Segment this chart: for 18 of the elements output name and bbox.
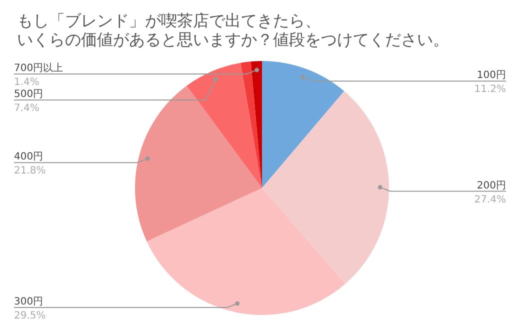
- slice-label: 300円: [14, 296, 44, 308]
- slice-label: 200円: [476, 180, 506, 192]
- data-label: 27.4%: [474, 194, 506, 206]
- data-label: 7.4%: [14, 103, 40, 114]
- pie-slice: [135, 86, 262, 242]
- pie-slice: [250, 61, 262, 188]
- data-label: 29.5%: [14, 310, 46, 322]
- pie-slice: [186, 62, 262, 188]
- pie-slice: [262, 61, 344, 188]
- slice-label: 500円: [14, 89, 44, 100]
- slice-label: 400円: [14, 152, 44, 163]
- chart-title: もし「ブレンド」が喫茶店で出てきたら、いくらの価値があると思いますか？値段をつけてください。: [17, 11, 449, 49]
- data-label: 1.4%: [14, 77, 40, 88]
- slice-label: 700円以上: [14, 62, 64, 74]
- data-label: 11.2%: [474, 84, 506, 96]
- pie-slice: [240, 61, 262, 188]
- slice-label: 100円: [476, 70, 506, 82]
- data-label: 21.8%: [14, 166, 46, 177]
